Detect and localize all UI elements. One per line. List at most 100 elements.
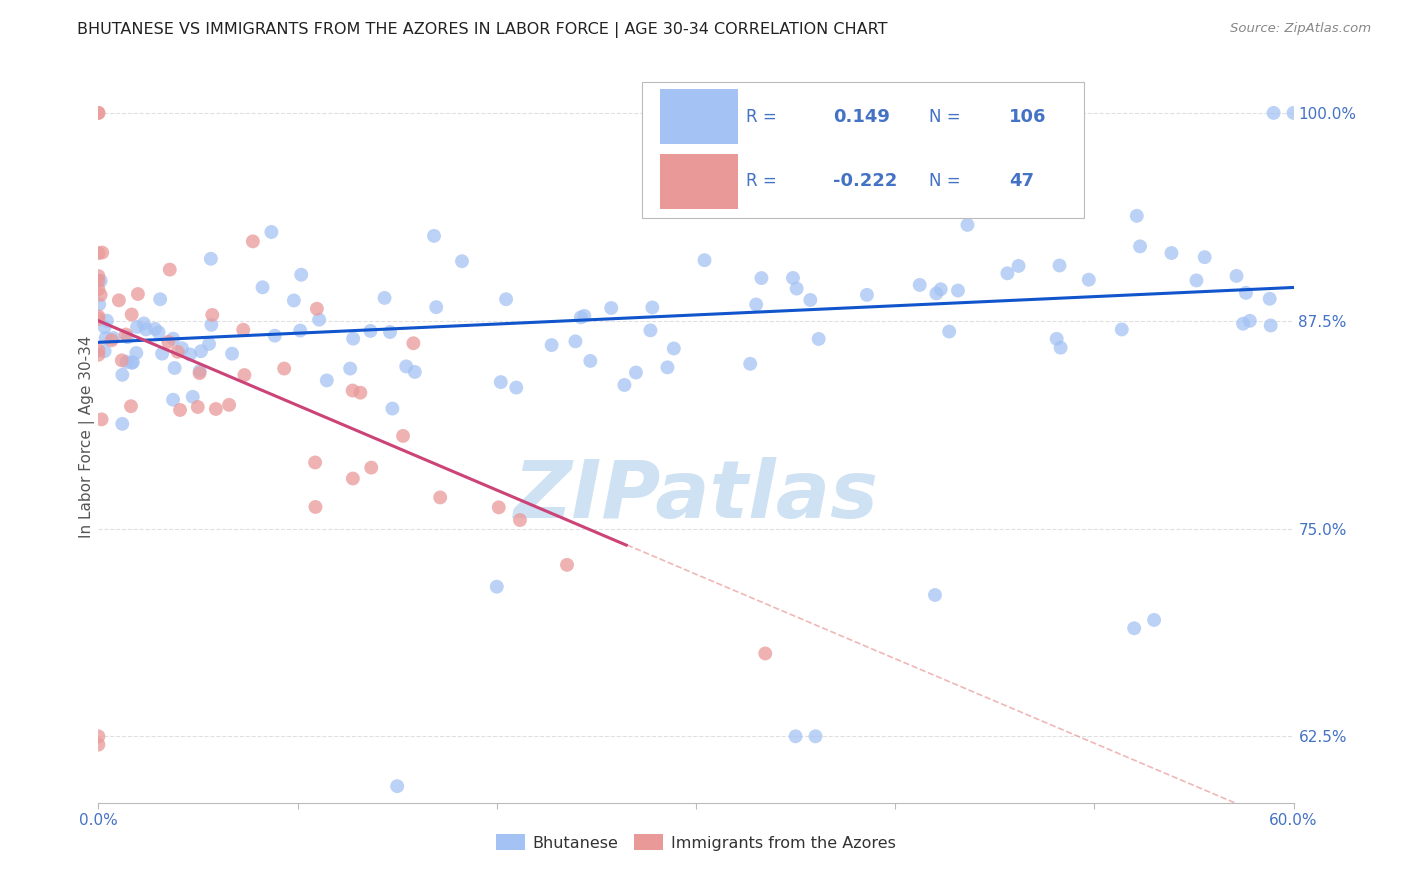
Point (640, 323, 662, 337)
Point (404, 365, 426, 379)
Point (740, 357, 762, 371)
Point (359, 324, 381, 338)
Point (378, 325, 401, 339)
Point (349, 385, 371, 400)
Point (745, 297, 768, 311)
Point (170, 341, 193, 355)
Point (188, 366, 211, 380)
Point (162, 332, 184, 346)
Point (127, 287, 149, 301)
Point (785, 729, 807, 743)
Point (87, 268, 110, 283)
Point (125, 346, 148, 360)
Point (125, 319, 148, 334)
Point (1007, 259, 1029, 273)
Point (89, 297, 111, 311)
Point (150, 346, 173, 360)
Point (305, 301, 328, 316)
Point (100, 333, 122, 347)
Point (509, 513, 531, 527)
Point (1185, 273, 1208, 287)
Point (93, 320, 115, 334)
Point (807, 332, 830, 346)
Point (187, 400, 209, 414)
Point (540, 338, 562, 352)
Point (242, 235, 264, 249)
Point (1143, 613, 1166, 627)
Point (132, 317, 155, 331)
Point (1049, 341, 1071, 355)
Point (938, 325, 960, 339)
Point (111, 368, 134, 382)
Text: N =: N = (929, 108, 960, 126)
Point (201, 308, 224, 322)
Point (1194, 250, 1216, 264)
Point (856, 288, 879, 302)
Point (218, 398, 240, 412)
Point (94, 331, 117, 345)
Point (90, 288, 112, 302)
Point (163, 361, 186, 376)
Point (1239, 314, 1261, 328)
Point (304, 455, 326, 469)
Point (946, 284, 969, 298)
Point (91, 245, 114, 260)
Point (1046, 332, 1069, 346)
Point (425, 300, 447, 314)
Point (115, 355, 138, 369)
Point (360, 460, 382, 475)
Point (392, 429, 415, 443)
Point (1234, 285, 1257, 300)
Point (273, 361, 295, 376)
Point (374, 291, 396, 305)
Text: BHUTANESE VS IMMIGRANTS FROM THE AZORES IN LABOR FORCE | AGE 30-34 CORRELATION C: BHUTANESE VS IMMIGRANTS FROM THE AZORES … (77, 22, 887, 38)
Point (395, 359, 418, 374)
Point (1260, 318, 1282, 333)
Point (263, 328, 285, 343)
Point (115, 327, 138, 342)
Point (613, 378, 636, 392)
Point (402, 336, 425, 351)
Point (1111, 322, 1133, 336)
Point (495, 292, 517, 306)
Point (260, 225, 283, 239)
Point (159, 262, 181, 277)
Point (149, 292, 172, 306)
Point (87, 348, 110, 362)
Point (489, 375, 512, 389)
Point (564, 334, 586, 349)
Point (87, 343, 110, 358)
Point (90, 412, 112, 426)
Point (751, 271, 773, 285)
Point (111, 353, 134, 368)
Point (198, 337, 221, 351)
Point (624, 366, 647, 380)
Point (786, 282, 808, 296)
Point (87, 282, 110, 296)
Point (799, 293, 821, 307)
Point (1160, 246, 1182, 260)
Point (600, 301, 623, 315)
Point (579, 354, 602, 368)
Point (148, 326, 170, 340)
Text: 106: 106 (1010, 108, 1046, 126)
Point (205, 401, 228, 416)
Point (283, 293, 305, 308)
Point (451, 254, 474, 268)
Point (200, 252, 222, 266)
Point (117, 330, 139, 344)
Point (111, 417, 134, 431)
Point (233, 368, 256, 382)
Point (924, 588, 946, 602)
Point (339, 361, 361, 376)
Text: ZIPatlas: ZIPatlas (513, 457, 879, 534)
Point (108, 293, 131, 308)
Text: 47: 47 (1010, 172, 1033, 190)
Point (1126, 209, 1149, 223)
Point (188, 364, 211, 378)
Point (782, 271, 804, 285)
Point (252, 280, 274, 294)
Point (1258, 292, 1281, 306)
Point (555, 558, 578, 572)
Point (96, 313, 118, 327)
